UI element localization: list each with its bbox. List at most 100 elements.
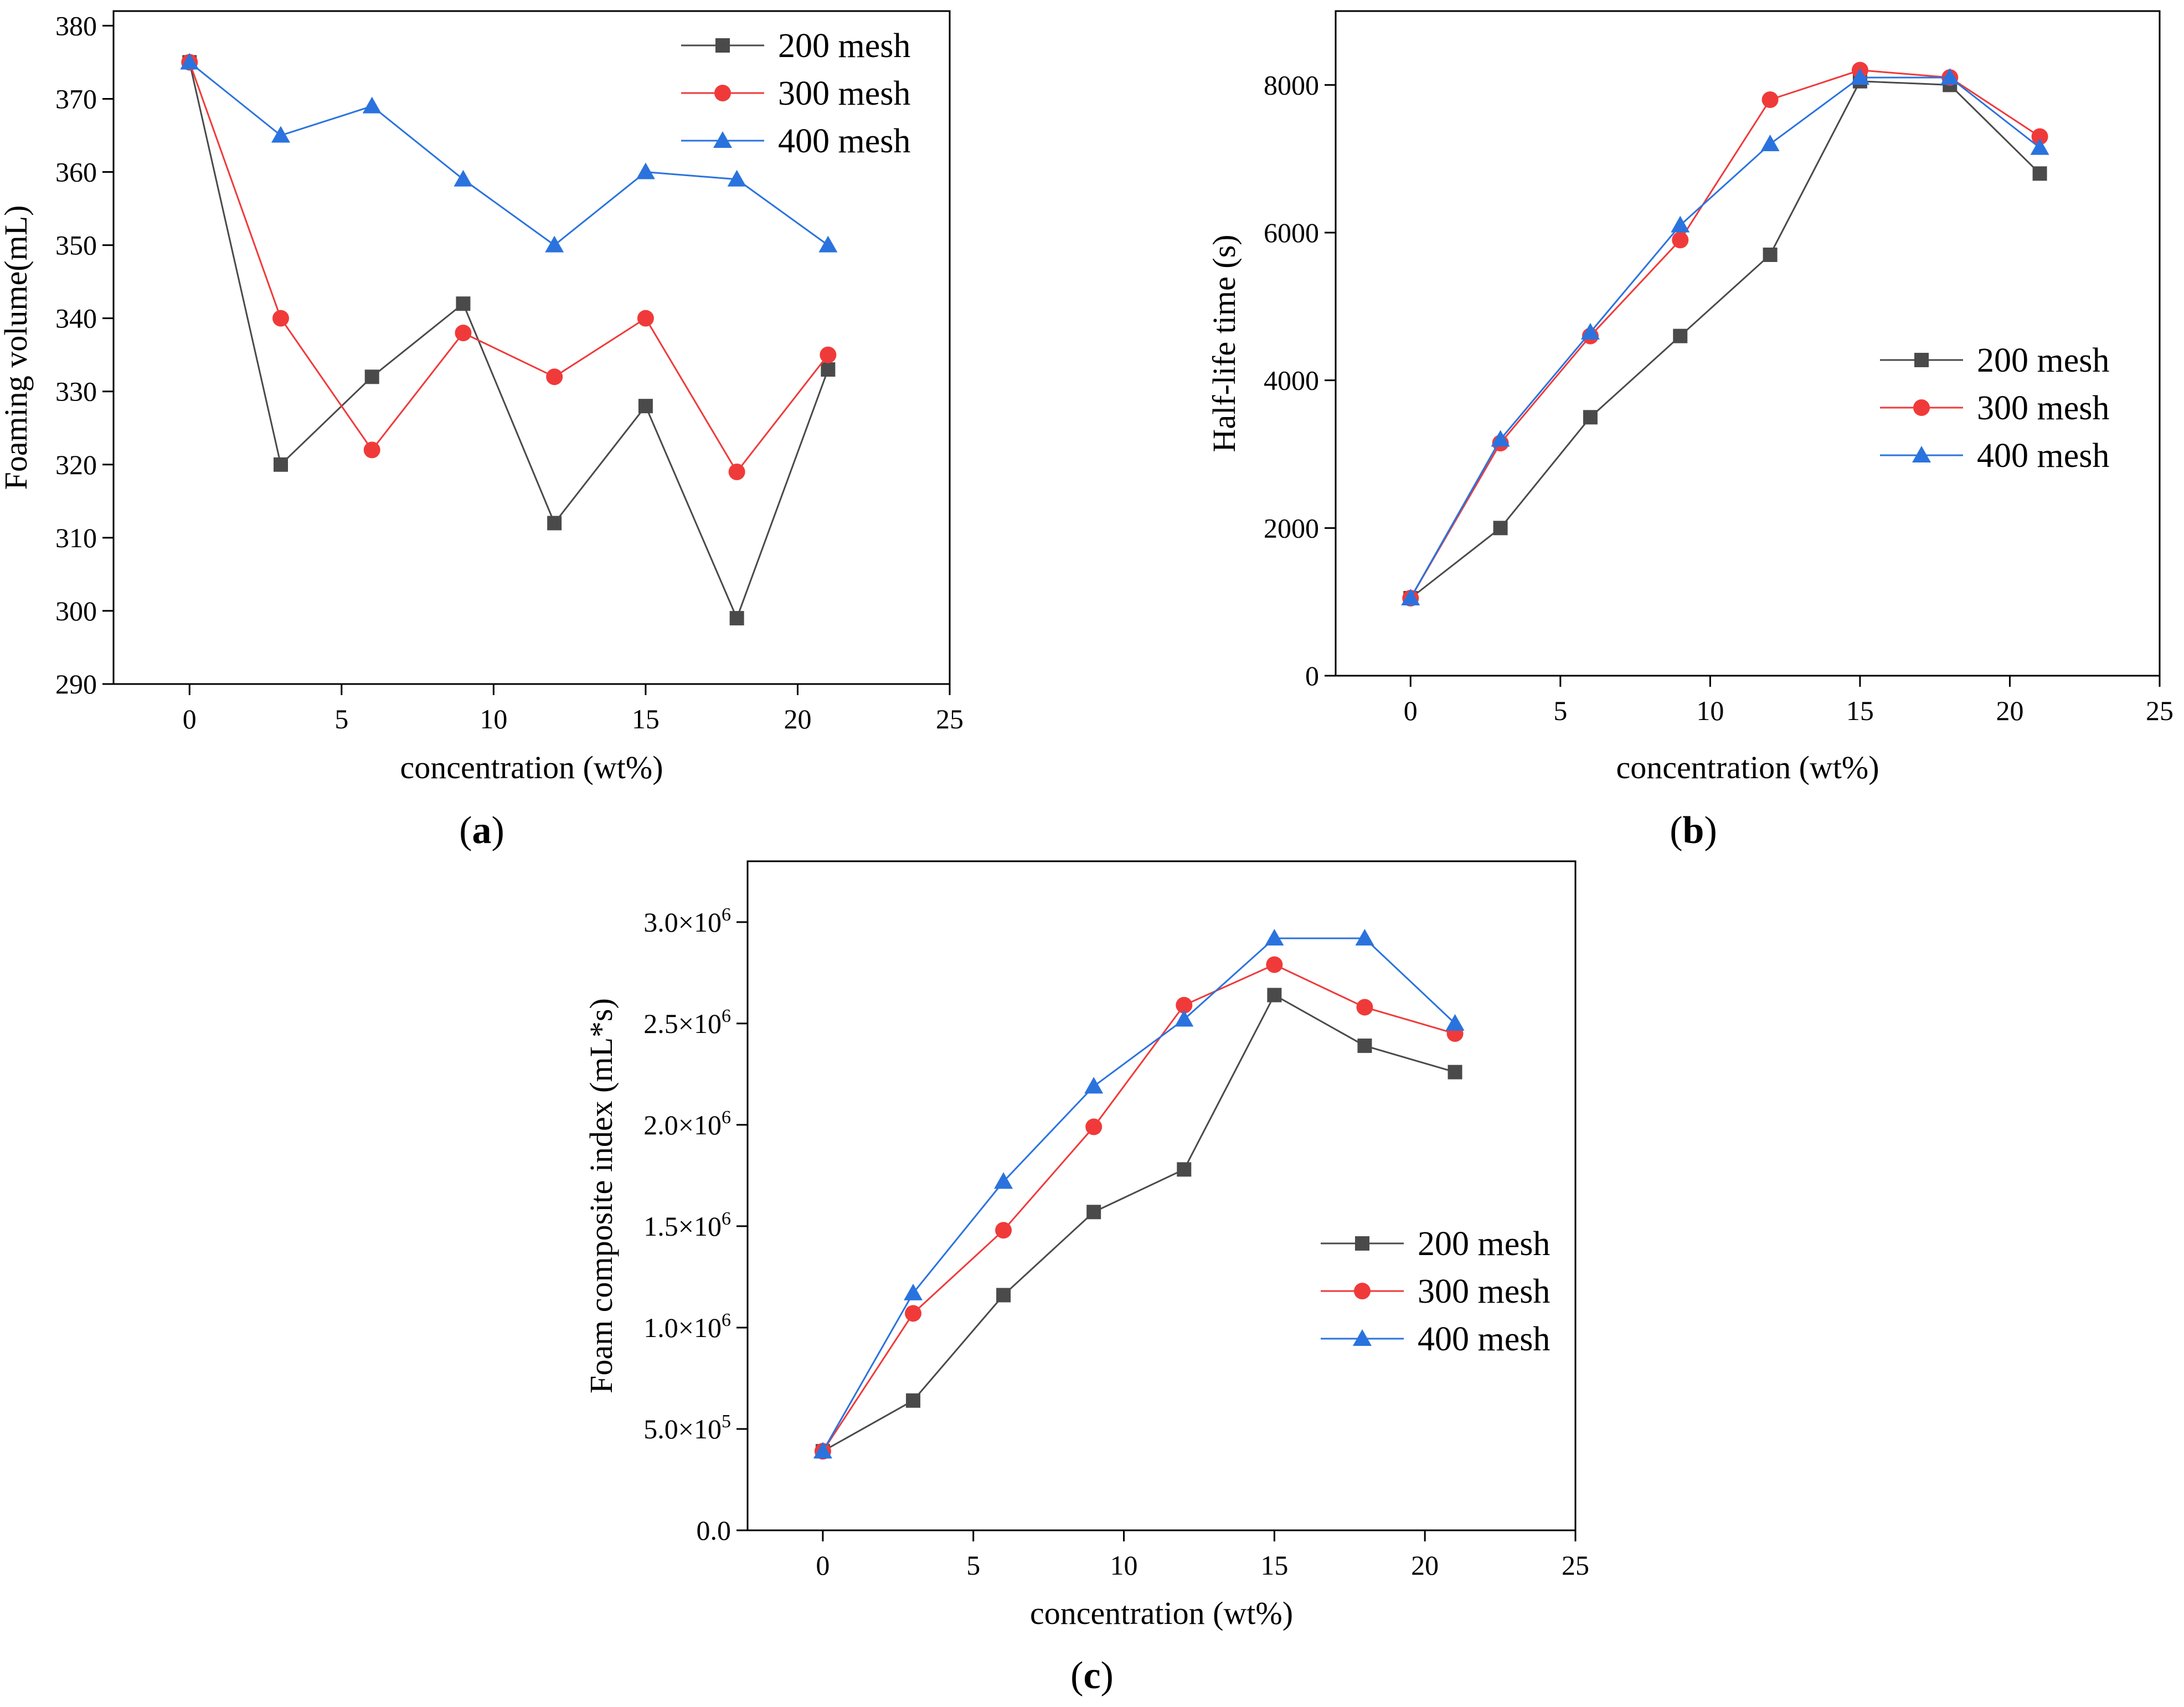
data-point-300-mesh <box>1761 91 1779 108</box>
legend-label-200-mesh: 200 mesh <box>1418 1225 1550 1263</box>
y-tick-label: 3.0×106 <box>643 904 731 938</box>
data-point-200-mesh <box>1086 1205 1101 1220</box>
y-axis-title: Foam composite index (mL*s) <box>583 998 619 1394</box>
series-line-400-mesh <box>1409 76 2041 599</box>
chart-panel-c: 0 5 10 15 20 25 0.0 5.0×105 1.0×106 1.5×106 2.0×10… <box>583 860 1589 1631</box>
data-point-300-mesh <box>272 310 289 327</box>
data-point-300-mesh <box>728 464 745 481</box>
data-point-400-mesh <box>1580 323 1600 340</box>
data-point-300-mesh <box>1085 1118 1103 1135</box>
series-line-400-mesh <box>189 61 829 246</box>
data-point-400-mesh <box>1265 929 1284 946</box>
series-line-300-mesh <box>822 964 1455 1452</box>
legend-marker-400-mesh <box>713 131 732 148</box>
data-point-300-mesh <box>1266 956 1283 973</box>
legend-marker-200-mesh <box>715 38 730 53</box>
data-point-400-mesh <box>1760 135 1780 151</box>
panel-label-c: (c) <box>1070 1654 1114 1697</box>
x-tick-label: 15 <box>1846 695 1874 726</box>
data-point-400-mesh <box>1671 215 1690 233</box>
data-point-300-mesh <box>1176 996 1193 1014</box>
data-point-300-mesh <box>455 325 472 342</box>
data-point-400-mesh <box>727 169 746 187</box>
data-point-200-mesh <box>1357 1038 1372 1053</box>
plot-frame <box>1335 10 2161 677</box>
y-tick-label: 2.5×106 <box>643 1006 731 1039</box>
plot-frame <box>746 860 1577 1531</box>
data-point-400-mesh <box>1491 430 1510 447</box>
legend-marker-300-mesh <box>714 85 731 101</box>
y-tick-label: 4000 <box>1264 365 1319 396</box>
legend-marker-300-mesh <box>1913 399 1930 416</box>
chart-panel-a: 0 5 10 15 20 25 290 300 310 320 330 340 350 360 370 380… <box>0 10 964 785</box>
legend-marker-300-mesh <box>1354 1283 1371 1299</box>
data-point-400-mesh <box>1401 589 1420 605</box>
panel-label-b: (b) <box>1670 809 1717 852</box>
data-point-400-mesh <box>271 126 290 143</box>
panel-label-a: (a) <box>459 809 504 852</box>
data-point-200-mesh <box>2032 166 2047 181</box>
legend-label-400-mesh: 400 mesh <box>778 122 910 160</box>
data-point-400-mesh <box>818 235 838 253</box>
series-line-200-mesh <box>188 62 829 621</box>
x-tick-label: 25 <box>1562 1550 1589 1581</box>
legend-marker-200-mesh <box>1914 353 1929 367</box>
data-point-300-mesh <box>820 346 837 363</box>
y-tick-label: 8000 <box>1264 69 1319 100</box>
data-point-200-mesh <box>996 1288 1011 1303</box>
y-tick-label: 330 <box>55 376 97 407</box>
y-tick-label: 310 <box>55 522 97 553</box>
data-point-400-mesh <box>904 1283 923 1300</box>
data-point-200-mesh <box>906 1393 920 1408</box>
y-tick-label: 320 <box>55 449 97 480</box>
legend-label-200-mesh: 200 mesh <box>778 27 910 65</box>
y-axis-title: Half-life time (s) <box>1206 235 1242 453</box>
data-point-400-mesh <box>454 169 473 187</box>
x-tick-label: 0 <box>816 1550 830 1581</box>
data-point-300-mesh <box>2031 128 2048 145</box>
x-tick-label: 25 <box>936 703 964 734</box>
series-line-200-mesh <box>822 994 1455 1452</box>
series-line-300-mesh <box>1409 69 2041 599</box>
legend-label-300-mesh: 300 mesh <box>778 75 910 112</box>
series-line-200-mesh <box>1410 80 2041 599</box>
data-point-400-mesh <box>1355 929 1374 946</box>
data-point-400-mesh <box>180 53 199 70</box>
y-tick-label: 0 <box>1305 660 1319 691</box>
data-point-200-mesh <box>547 516 562 531</box>
legend-label-300-mesh: 300 mesh <box>1977 389 2109 427</box>
legend-label-300-mesh: 300 mesh <box>1418 1273 1550 1310</box>
legend-marker-200-mesh <box>1355 1236 1369 1251</box>
y-tick-label: 340 <box>55 303 97 334</box>
data-point-400-mesh <box>1940 68 1960 85</box>
data-point-200-mesh <box>1583 410 1598 425</box>
y-axis-title: Foaming volume(mL) <box>0 205 34 490</box>
series-line-300-mesh <box>188 61 829 474</box>
plot-frame <box>112 10 951 685</box>
data-point-200-mesh <box>1177 1162 1192 1177</box>
data-point-400-mesh <box>813 1442 832 1459</box>
data-point-400-mesh <box>362 96 382 114</box>
x-tick-label: 10 <box>480 703 507 734</box>
x-tick-label: 25 <box>2146 695 2173 726</box>
x-tick-label: 20 <box>1411 1550 1439 1581</box>
y-tick-label: 360 <box>55 157 97 188</box>
y-tick-label: 2.0×106 <box>643 1107 731 1140</box>
x-tick-label: 5 <box>1553 695 1567 726</box>
data-point-400-mesh <box>1084 1077 1104 1094</box>
data-point-200-mesh <box>1448 1065 1462 1079</box>
x-axis-title: concentration (wt%) <box>1616 749 1879 785</box>
data-point-200-mesh <box>1763 248 1778 262</box>
data-point-300-mesh <box>905 1305 921 1322</box>
y-tick-label: 380 <box>55 10 97 41</box>
data-point-300-mesh <box>637 310 654 327</box>
data-point-200-mesh <box>638 399 653 414</box>
x-tick-label: 0 <box>183 703 197 734</box>
x-tick-label: 15 <box>1260 1550 1288 1581</box>
x-tick-label: 5 <box>966 1550 980 1581</box>
x-tick-label: 5 <box>334 703 348 734</box>
x-tick-label: 0 <box>1404 695 1418 726</box>
y-tick-label: 0.0 <box>697 1515 732 1546</box>
data-point-200-mesh <box>456 296 471 311</box>
